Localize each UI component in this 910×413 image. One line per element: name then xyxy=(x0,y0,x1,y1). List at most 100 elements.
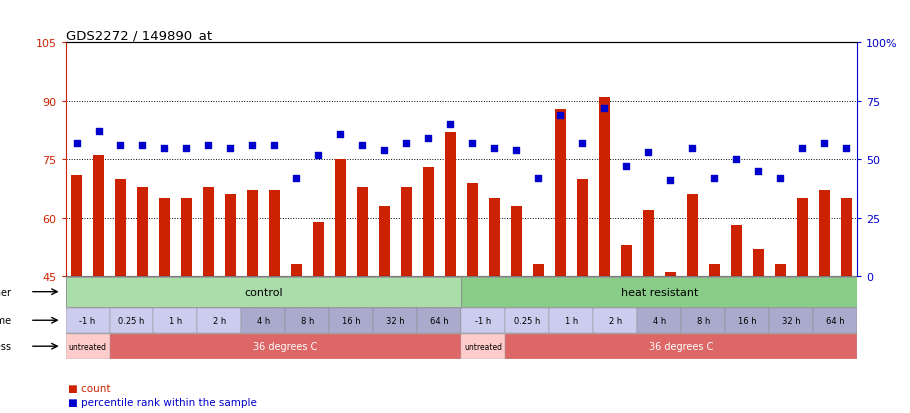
Text: untreated: untreated xyxy=(464,342,502,351)
Text: 2 h: 2 h xyxy=(213,316,226,325)
Point xyxy=(69,140,84,147)
Bar xyxy=(286,308,329,333)
Bar xyxy=(379,206,389,413)
Point xyxy=(751,168,765,175)
Bar xyxy=(687,195,698,413)
Bar xyxy=(467,183,478,413)
Point xyxy=(641,150,655,156)
Bar xyxy=(154,308,197,333)
Point xyxy=(795,145,810,152)
Text: ■ percentile rank within the sample: ■ percentile rank within the sample xyxy=(68,397,258,407)
Point xyxy=(509,147,523,154)
Text: -1 h: -1 h xyxy=(475,316,491,325)
Point xyxy=(179,145,194,152)
Bar xyxy=(71,176,82,413)
Bar xyxy=(93,156,104,413)
Bar xyxy=(461,308,505,333)
Bar xyxy=(313,222,324,413)
Point xyxy=(136,142,150,149)
Bar xyxy=(533,265,544,413)
Point xyxy=(575,140,590,147)
Bar xyxy=(109,334,461,359)
Bar xyxy=(642,210,653,413)
Bar xyxy=(461,334,505,359)
Bar xyxy=(418,308,461,333)
Text: heat resistant: heat resistant xyxy=(621,287,698,297)
Point xyxy=(619,164,633,170)
Point xyxy=(245,142,259,149)
Text: 0.25 h: 0.25 h xyxy=(514,316,541,325)
Bar xyxy=(291,265,302,413)
Point xyxy=(773,175,787,182)
Point xyxy=(553,112,568,119)
Bar xyxy=(66,334,109,359)
Bar xyxy=(774,265,785,413)
Bar xyxy=(329,308,373,333)
Text: other: other xyxy=(0,287,12,297)
Text: 36 degrees C: 36 degrees C xyxy=(253,342,318,351)
Point xyxy=(377,147,391,154)
Bar xyxy=(725,308,769,333)
Point xyxy=(487,145,501,152)
Bar xyxy=(373,308,418,333)
Bar xyxy=(66,277,461,307)
Bar xyxy=(819,191,830,413)
Bar xyxy=(731,226,742,413)
Bar xyxy=(797,199,808,413)
Bar xyxy=(599,98,610,413)
Point xyxy=(201,142,216,149)
Point xyxy=(685,145,700,152)
Bar xyxy=(335,160,346,413)
Bar xyxy=(753,249,763,413)
Bar xyxy=(401,187,412,413)
Text: time: time xyxy=(0,316,12,325)
Point xyxy=(443,122,458,128)
Bar xyxy=(109,308,154,333)
Point xyxy=(531,175,546,182)
Bar xyxy=(66,308,109,333)
Bar xyxy=(665,273,676,413)
Point xyxy=(333,131,348,138)
Point xyxy=(465,140,480,147)
Bar xyxy=(269,191,280,413)
Bar xyxy=(505,334,857,359)
Text: 0.25 h: 0.25 h xyxy=(118,316,145,325)
Point xyxy=(223,145,238,152)
Text: ■ count: ■ count xyxy=(68,383,111,393)
Bar xyxy=(357,187,368,413)
Bar xyxy=(637,308,682,333)
Point xyxy=(817,140,832,147)
Text: GDS2272 / 149890_at: GDS2272 / 149890_at xyxy=(66,29,212,42)
Bar xyxy=(423,168,434,413)
Point xyxy=(311,152,326,159)
Text: 36 degrees C: 36 degrees C xyxy=(649,342,713,351)
Text: 64 h: 64 h xyxy=(430,316,449,325)
Text: 1 h: 1 h xyxy=(169,316,182,325)
Bar xyxy=(621,245,632,413)
Point xyxy=(157,145,172,152)
Bar xyxy=(461,277,857,307)
Bar xyxy=(115,179,126,413)
Point xyxy=(289,175,304,182)
Text: untreated: untreated xyxy=(68,342,106,351)
Bar xyxy=(203,187,214,413)
Text: stress: stress xyxy=(0,342,12,351)
Bar xyxy=(769,308,814,333)
Text: 64 h: 64 h xyxy=(826,316,844,325)
Text: -1 h: -1 h xyxy=(79,316,96,325)
Point xyxy=(707,175,722,182)
Bar xyxy=(550,308,593,333)
Point xyxy=(421,135,436,142)
Text: 32 h: 32 h xyxy=(782,316,801,325)
Bar xyxy=(709,265,720,413)
Bar xyxy=(159,199,170,413)
Point xyxy=(113,142,127,149)
Point xyxy=(729,157,743,163)
Bar xyxy=(682,308,725,333)
Text: 1 h: 1 h xyxy=(565,316,578,325)
Point xyxy=(399,140,414,147)
Bar xyxy=(814,308,857,333)
Point xyxy=(268,142,282,149)
Point xyxy=(663,178,678,184)
Point xyxy=(597,105,612,112)
